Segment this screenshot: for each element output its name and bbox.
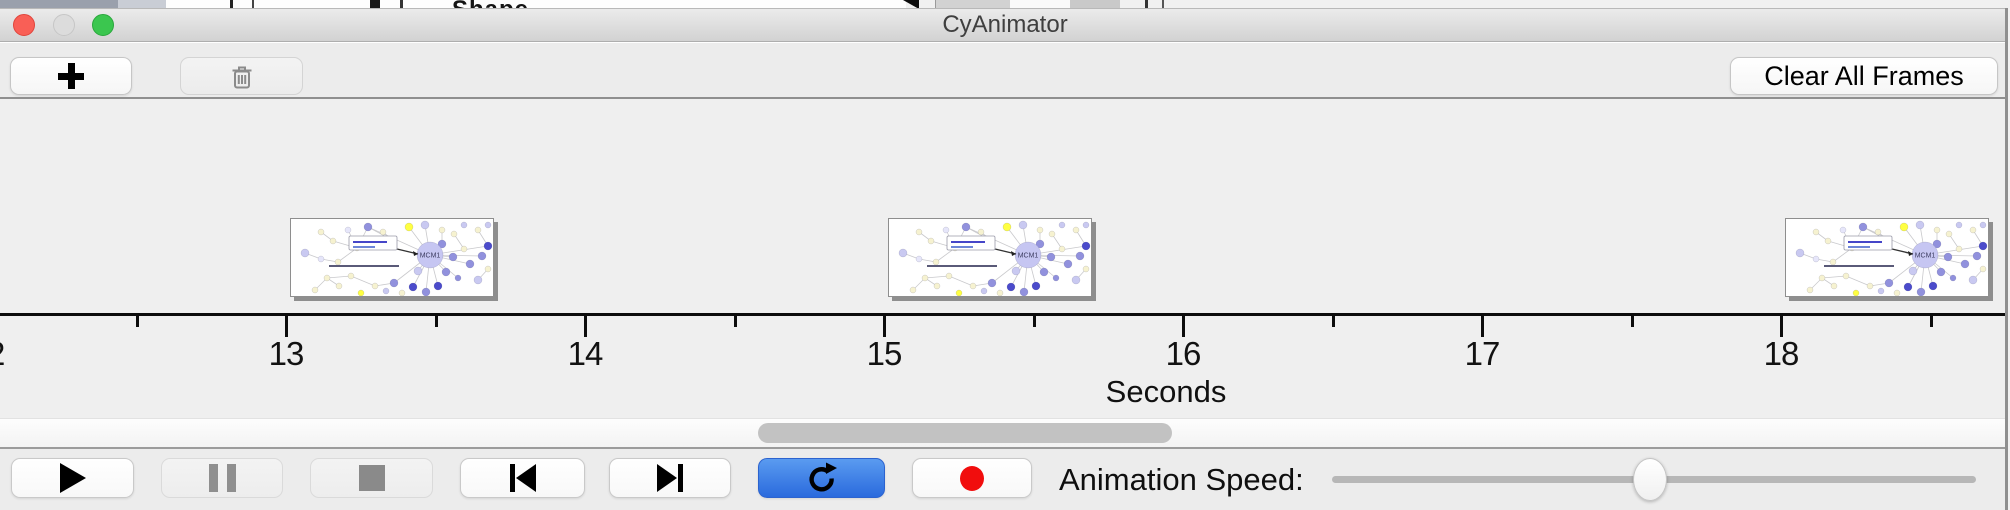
stop-button[interactable]: [310, 458, 433, 498]
background-fragment: [118, 0, 166, 8]
axis-tick-major: [285, 316, 288, 337]
animation-speed-label: Animation Speed:: [1059, 462, 1304, 497]
delete-frame-button[interactable]: [180, 57, 303, 95]
clear-all-frames-button[interactable]: Clear All Frames: [1730, 57, 1998, 95]
close-button[interactable]: [13, 14, 35, 36]
background-fragment: [935, 0, 1011, 8]
trash-icon: [232, 66, 251, 89]
scrollbar-thumb[interactable]: [758, 423, 1172, 443]
skip-start-icon: [509, 464, 536, 492]
speed-slider-knob[interactable]: [1633, 458, 1668, 501]
axis-tick-major: [883, 316, 886, 337]
skip-end-icon: [657, 464, 683, 492]
svg-text:MCM1: MCM1: [420, 253, 441, 260]
frame-thumbnail[interactable]: MCM1: [888, 218, 1092, 297]
pause-icon: [208, 464, 236, 492]
background-partial-text: Shape: [452, 0, 529, 8]
axis-tick-major: [1481, 316, 1484, 337]
axis-tick-minor: [1032, 316, 1036, 327]
window-border: [2005, 8, 2008, 510]
skip-to-start-button[interactable]: [460, 458, 585, 498]
playback-toolbar: Animation Speed:: [0, 449, 2010, 510]
minimize-button[interactable]: [53, 14, 75, 36]
play-icon: [59, 463, 86, 493]
axis-tick-minor: [1929, 316, 1933, 327]
window-border: [2008, 8, 2010, 510]
background-fragment: [1070, 0, 1120, 8]
frame-thumbnail[interactable]: MCM1: [290, 218, 494, 297]
background-fragment: [0, 0, 118, 8]
pause-button[interactable]: [161, 458, 283, 498]
plus-icon: [57, 62, 85, 90]
background-fragment: [166, 0, 906, 8]
axis-tick-label: 15: [866, 335, 903, 372]
axis-tick-minor: [733, 316, 737, 327]
record-icon: [960, 465, 984, 491]
axis-tick-label: 12: [0, 335, 32, 373]
add-frame-button[interactable]: [10, 57, 132, 95]
axis-tick-label: 16: [1165, 335, 1202, 372]
window-title: CyAnimator: [942, 11, 1068, 38]
timeline-axis: [0, 313, 2010, 316]
axis-tick-label: 13: [268, 335, 305, 372]
skip-to-end-button[interactable]: [609, 458, 731, 498]
divider: [0, 447, 2010, 449]
axis-tick-major: [1780, 316, 1783, 337]
record-button[interactable]: [912, 458, 1032, 498]
axis-tick-label: 17: [1464, 335, 1501, 372]
background-fragment: [252, 0, 254, 8]
background-fragment: [1162, 0, 1164, 8]
timeline-scrollbar[interactable]: [0, 418, 2010, 447]
frame-toolbar: Clear All Frames: [0, 43, 2010, 97]
background-window-strip: Shape: [0, 0, 2010, 8]
frame-thumbnail[interactable]: MCM1: [1785, 218, 1989, 297]
background-fragment: [1010, 0, 1070, 8]
axis-unit-label: Seconds: [1105, 374, 1227, 409]
axis-tick-minor: [135, 316, 139, 327]
axis-tick-minor: [434, 316, 438, 327]
loop-icon: [809, 462, 837, 492]
axis-tick-minor: [1331, 316, 1335, 327]
axis-tick-major: [1182, 316, 1185, 337]
loop-button[interactable]: [758, 458, 885, 498]
background-triangle-fragment: [903, 0, 919, 8]
background-fragment: [1145, 0, 1148, 8]
axis-tick-label: 18: [1763, 335, 1800, 372]
axis-tick-major: [584, 316, 587, 337]
zoom-button[interactable]: [92, 14, 114, 36]
axis-tick-minor: [1630, 316, 1634, 327]
background-fragment: [400, 0, 403, 8]
svg-text:MCM1: MCM1: [1915, 253, 1936, 260]
play-button[interactable]: [11, 458, 134, 498]
stop-icon: [358, 465, 385, 491]
background-fragment: [370, 0, 380, 8]
title-bar[interactable]: CyAnimator: [0, 8, 2010, 42]
svg-text:MCM1: MCM1: [1018, 253, 1039, 260]
background-fragment: [230, 0, 233, 8]
axis-tick-label: 14: [567, 335, 604, 372]
timeline-panel[interactable]: MCM1 MCM1 MCM1 12 13 14 15 16 17 18 Seconds: [0, 97, 2010, 418]
